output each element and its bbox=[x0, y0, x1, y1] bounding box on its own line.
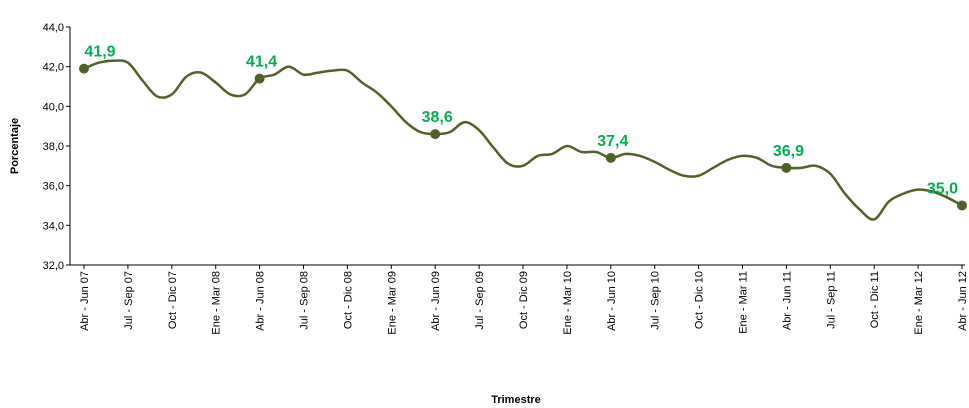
x-tick-label: Oct - Dic 08 bbox=[342, 271, 354, 329]
x-tick-label: Jul - Sep 07 bbox=[123, 271, 135, 330]
x-axis-title: Trimestre bbox=[491, 394, 541, 406]
marker bbox=[79, 63, 89, 74]
y-tick-label: 42,0 bbox=[43, 62, 64, 74]
x-tick-label: Oct - Dic 07 bbox=[167, 271, 179, 329]
x-tick-label: Abr - Jun 12 bbox=[957, 271, 969, 331]
data-label: 41,4 bbox=[246, 54, 277, 71]
x-tick-label: Ene - Mar 08 bbox=[211, 271, 223, 335]
x-tick-label: Jul - Sep 09 bbox=[474, 271, 486, 330]
y-tick-label: 32,0 bbox=[43, 260, 64, 272]
x-tick-label: Abr - Jun 10 bbox=[606, 271, 618, 331]
y-tick-label: 34,0 bbox=[43, 220, 64, 232]
x-tick-label: Abr - Jun 11 bbox=[781, 271, 793, 330]
x-tick-label: Ene - Mar 11 bbox=[738, 271, 750, 334]
x-tick-label: Ene - Mar 10 bbox=[562, 271, 574, 335]
x-tick-label: Jul - Sep 08 bbox=[299, 271, 311, 330]
data-label: 36,9 bbox=[773, 143, 804, 160]
x-tick-label: Abr - Jun 09 bbox=[430, 271, 442, 331]
x-tick-label: Ene - Mar 12 bbox=[913, 271, 925, 335]
x-tick-label: Oct - Dic 11 bbox=[869, 271, 881, 328]
data-label: 38,6 bbox=[422, 109, 453, 126]
line bbox=[83, 59, 963, 221]
y-tick-label: 38,0 bbox=[43, 141, 64, 153]
marker bbox=[430, 129, 441, 140]
data-label: 35,0 bbox=[927, 181, 958, 198]
x-tick-label: Jul - Sep 10 bbox=[650, 271, 662, 330]
x-tick-label: Oct - Dic 10 bbox=[694, 271, 706, 329]
y-tick-label: 40,0 bbox=[43, 101, 64, 113]
y-axis-title: Porcentaje bbox=[9, 118, 21, 174]
marker bbox=[781, 162, 792, 173]
marker bbox=[254, 73, 265, 84]
y-tick-label: 44,0 bbox=[43, 22, 64, 34]
x-tick-label: Ene - Mar 09 bbox=[386, 271, 398, 335]
y-tick-label: 36,0 bbox=[43, 181, 64, 193]
x-tick-label: Oct - Dic 09 bbox=[518, 271, 530, 329]
data-label: 37,4 bbox=[597, 133, 628, 150]
marker bbox=[605, 152, 616, 163]
marker bbox=[957, 200, 967, 211]
data-label: 41,9 bbox=[84, 44, 115, 61]
x-tick-label: Jul - Sep 11 bbox=[825, 271, 837, 329]
x-tick-label: Abr - Jun 08 bbox=[255, 271, 267, 331]
x-tick-label: Abr - Jun 07 bbox=[79, 271, 91, 331]
